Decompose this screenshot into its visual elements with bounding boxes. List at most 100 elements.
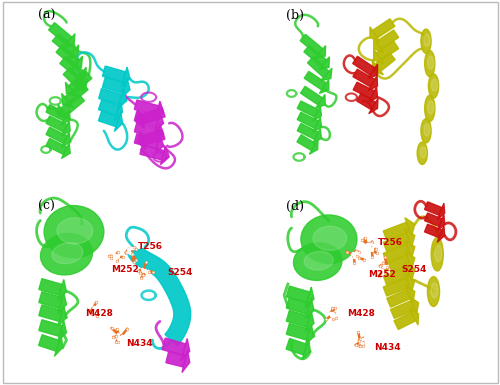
Polygon shape bbox=[98, 100, 119, 116]
Polygon shape bbox=[58, 306, 66, 326]
Polygon shape bbox=[300, 86, 322, 105]
Text: (b): (b) bbox=[286, 10, 304, 22]
Polygon shape bbox=[315, 45, 326, 59]
Ellipse shape bbox=[434, 245, 442, 262]
Polygon shape bbox=[356, 94, 376, 110]
Polygon shape bbox=[166, 351, 186, 367]
Ellipse shape bbox=[428, 74, 438, 98]
Polygon shape bbox=[410, 308, 418, 325]
Text: M252: M252 bbox=[368, 270, 396, 279]
Polygon shape bbox=[306, 298, 314, 319]
Polygon shape bbox=[438, 214, 444, 231]
Ellipse shape bbox=[421, 29, 431, 54]
Polygon shape bbox=[318, 57, 330, 70]
Polygon shape bbox=[306, 287, 314, 308]
Polygon shape bbox=[62, 109, 70, 125]
Polygon shape bbox=[304, 45, 326, 66]
Polygon shape bbox=[383, 233, 410, 251]
Ellipse shape bbox=[40, 233, 92, 275]
Polygon shape bbox=[46, 127, 67, 143]
Polygon shape bbox=[114, 112, 122, 131]
Polygon shape bbox=[424, 213, 442, 226]
Polygon shape bbox=[46, 105, 67, 121]
Polygon shape bbox=[369, 98, 378, 114]
Polygon shape bbox=[320, 79, 329, 94]
Polygon shape bbox=[64, 82, 88, 104]
Polygon shape bbox=[310, 140, 318, 154]
Polygon shape bbox=[383, 278, 410, 296]
Text: M252: M252 bbox=[112, 264, 139, 274]
Polygon shape bbox=[67, 45, 78, 59]
Polygon shape bbox=[302, 339, 310, 360]
Polygon shape bbox=[352, 56, 375, 75]
Polygon shape bbox=[374, 49, 384, 64]
Polygon shape bbox=[62, 121, 70, 136]
Polygon shape bbox=[300, 34, 323, 55]
Polygon shape bbox=[74, 67, 86, 82]
Polygon shape bbox=[122, 78, 130, 98]
Ellipse shape bbox=[424, 50, 435, 77]
Polygon shape bbox=[306, 324, 314, 345]
Polygon shape bbox=[134, 111, 158, 126]
Polygon shape bbox=[405, 240, 415, 258]
Polygon shape bbox=[122, 67, 130, 87]
Polygon shape bbox=[38, 335, 60, 351]
Polygon shape bbox=[424, 224, 442, 238]
Polygon shape bbox=[405, 251, 415, 270]
Ellipse shape bbox=[313, 226, 346, 250]
Polygon shape bbox=[58, 293, 66, 313]
Ellipse shape bbox=[424, 124, 430, 136]
Ellipse shape bbox=[424, 95, 435, 122]
Polygon shape bbox=[405, 229, 415, 247]
Polygon shape bbox=[58, 105, 70, 119]
Polygon shape bbox=[155, 135, 164, 154]
Polygon shape bbox=[368, 64, 378, 79]
Ellipse shape bbox=[44, 206, 104, 258]
Polygon shape bbox=[313, 106, 322, 121]
Ellipse shape bbox=[428, 276, 440, 306]
Ellipse shape bbox=[432, 79, 438, 91]
Ellipse shape bbox=[431, 283, 438, 298]
Text: M428: M428 bbox=[85, 310, 113, 318]
Polygon shape bbox=[134, 122, 158, 137]
Polygon shape bbox=[128, 248, 190, 346]
Polygon shape bbox=[376, 30, 398, 49]
Polygon shape bbox=[286, 286, 310, 303]
Polygon shape bbox=[46, 116, 67, 132]
Text: N434: N434 bbox=[126, 339, 153, 348]
Polygon shape bbox=[383, 222, 410, 240]
Polygon shape bbox=[297, 124, 318, 139]
Polygon shape bbox=[39, 292, 62, 308]
Polygon shape bbox=[114, 101, 122, 120]
Polygon shape bbox=[353, 69, 374, 87]
Polygon shape bbox=[308, 57, 329, 77]
Polygon shape bbox=[118, 89, 126, 109]
Polygon shape bbox=[372, 19, 395, 38]
Polygon shape bbox=[286, 323, 310, 340]
Polygon shape bbox=[353, 82, 374, 99]
Ellipse shape bbox=[431, 238, 444, 271]
Text: (c): (c) bbox=[38, 200, 56, 213]
Ellipse shape bbox=[428, 56, 434, 69]
Polygon shape bbox=[134, 134, 158, 149]
Polygon shape bbox=[383, 256, 410, 274]
Ellipse shape bbox=[294, 243, 342, 280]
Polygon shape bbox=[102, 66, 126, 82]
Polygon shape bbox=[62, 132, 70, 147]
Polygon shape bbox=[297, 112, 318, 128]
Ellipse shape bbox=[421, 119, 431, 143]
Polygon shape bbox=[405, 218, 415, 236]
Polygon shape bbox=[46, 138, 67, 154]
Polygon shape bbox=[56, 45, 80, 67]
Ellipse shape bbox=[420, 147, 426, 158]
Polygon shape bbox=[438, 203, 444, 220]
Polygon shape bbox=[286, 338, 307, 355]
Polygon shape bbox=[313, 128, 322, 143]
Polygon shape bbox=[376, 41, 398, 60]
Polygon shape bbox=[62, 94, 74, 108]
Polygon shape bbox=[136, 110, 145, 129]
Polygon shape bbox=[39, 279, 62, 295]
Text: S254: S254 bbox=[168, 268, 192, 277]
Polygon shape bbox=[286, 297, 310, 314]
Polygon shape bbox=[181, 338, 190, 361]
